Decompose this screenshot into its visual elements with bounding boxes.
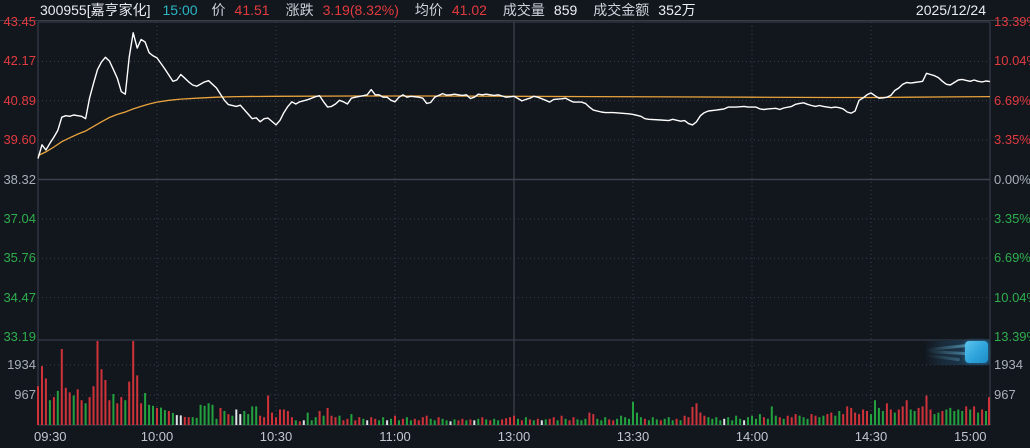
price-axis-label: 39.60: [3, 132, 36, 148]
time-axis-label: 14:00: [735, 429, 769, 444]
quote-time: 15:00: [162, 2, 198, 18]
comet-trail-icon: [925, 353, 961, 362]
percent-axis-label: 13.39%: [994, 329, 1030, 344]
percent-axis-label: 3.35%: [994, 210, 1030, 226]
stock-symbol[interactable]: 300955[嘉亨家化]: [40, 2, 151, 18]
price-axis-label: 35.76: [3, 250, 36, 266]
time-axis-label: 15:00: [954, 429, 987, 444]
price-label: 价: [211, 2, 226, 18]
price-axis-label: 40.89: [3, 92, 36, 108]
percent-axis-label: 10.04%: [994, 289, 1030, 305]
volume-axis-label: 967: [994, 387, 1016, 402]
time-axis-label: 10:00: [140, 429, 174, 444]
price-value: 41.51: [234, 2, 270, 18]
price-axis-label: 42.17: [3, 53, 36, 69]
percent-axis-label: 10.04%: [994, 53, 1030, 69]
time-axis-label: 13:00: [497, 429, 531, 444]
time-axis-label: 14:30: [854, 429, 888, 444]
volume-label: 成交量: [502, 2, 545, 18]
percent-axis-label: 6.69%: [994, 250, 1030, 266]
trade-date: 2025/12/24: [915, 2, 986, 18]
price-axis-label: 33.19: [3, 329, 36, 344]
avg-price-label: 均价: [414, 2, 443, 18]
change-label: 涨跌: [285, 2, 314, 18]
amount-value: 352万: [658, 2, 696, 18]
percent-axis-label: 6.69%: [994, 92, 1030, 108]
change-value: 3.19(8.32%): [322, 2, 399, 18]
percent-axis-label: 0.00%: [994, 171, 1030, 187]
avg-price-value: 41.02: [451, 2, 487, 18]
time-axis-label: 11:00: [379, 429, 411, 444]
volume-value: 859: [553, 2, 578, 18]
price-axis-label: 43.45: [3, 14, 36, 29]
percent-axis-label: 3.35%: [994, 132, 1030, 148]
time-axis-label: 09:30: [34, 429, 67, 444]
broker-watermark-logo: [924, 340, 990, 365]
quote-header: 300955[嘉亨家化] 15:00 价 41.51 涨跌 3.19(8.32%…: [0, 0, 1030, 21]
price-axis-label: 38.32: [3, 171, 36, 187]
price-axis-label: 37.04: [3, 210, 36, 226]
percent-axis-label: 13.39%: [994, 14, 1030, 29]
price-line: [37, 32, 991, 159]
amount-label: 成交金额: [593, 2, 650, 18]
volume-axis-label: 967: [14, 387, 36, 402]
volume-axis-label: 1934: [7, 357, 36, 372]
average-price-line: [37, 95, 991, 157]
volume-axis-label: 1934: [994, 357, 1023, 372]
blue-cube-icon: [965, 341, 988, 363]
time-axis-label: 10:30: [259, 429, 293, 444]
time-axis-label: 13:30: [616, 429, 650, 444]
price-axis-label: 34.47: [3, 289, 36, 305]
